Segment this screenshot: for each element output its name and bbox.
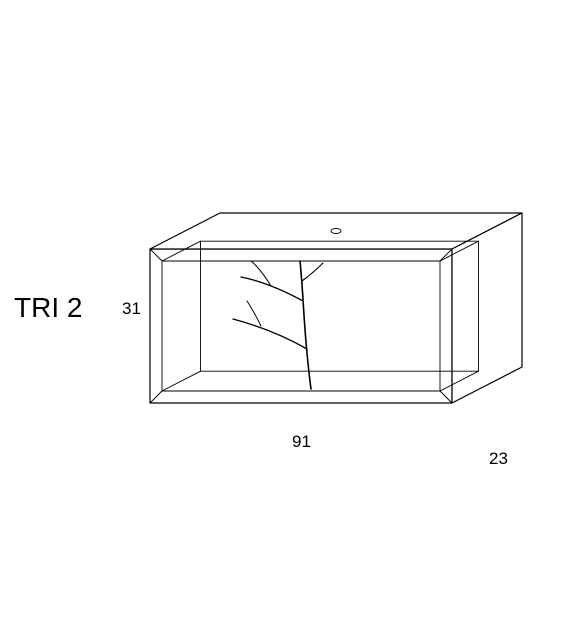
- dimension-height-label: 31: [122, 299, 141, 319]
- dimension-depth-label: 23: [489, 449, 508, 469]
- dimension-width-label: 91: [292, 432, 311, 452]
- product-diagram: [0, 0, 574, 642]
- product-code-label: TRI 2: [14, 292, 82, 324]
